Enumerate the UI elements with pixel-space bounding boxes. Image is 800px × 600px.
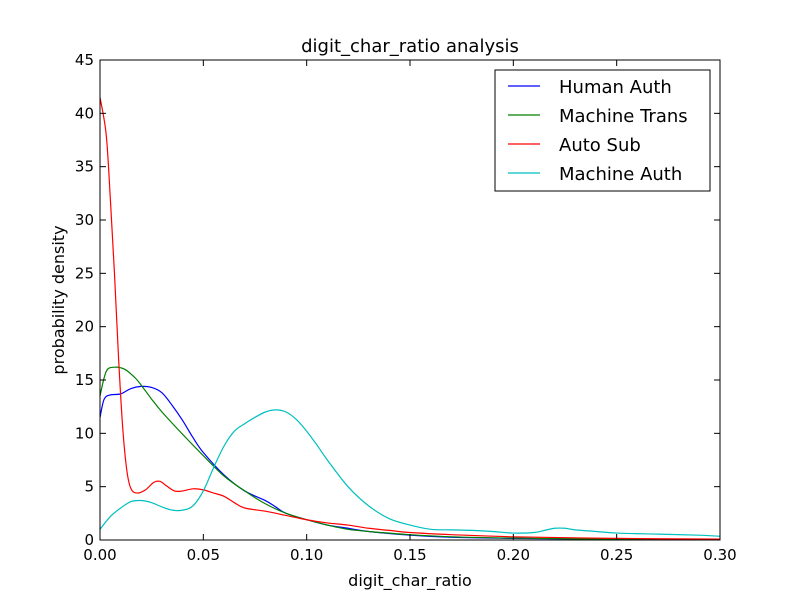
legend-label: Human Auth [559, 77, 672, 98]
y-axis: 0 5 10 15 20 25 30 35 40 45 [75, 51, 720, 549]
x-tick-label: 0.25 [600, 546, 633, 564]
legend-label: Auto Sub [559, 135, 641, 156]
y-tick-label: 45 [75, 51, 94, 69]
series-line-machine-trans [99, 366, 721, 541]
chart-title: digit_char_ratio analysis [301, 36, 519, 57]
x-tick-label: 0.30 [703, 546, 736, 564]
x-tick-label: 0.05 [187, 546, 220, 564]
y-tick-label: 30 [75, 211, 94, 229]
legend-label: Machine Trans [559, 106, 688, 127]
x-tick-label: 0.20 [497, 546, 530, 564]
y-axis-label: probability density [49, 225, 68, 374]
plot-series [99, 97, 721, 541]
y-tick-label: 5 [84, 478, 94, 496]
x-axis-label: digit_char_ratio [348, 571, 472, 591]
x-axis: 0.00 0.05 0.10 0.15 0.20 0.25 0.30 [83, 60, 737, 564]
x-tick-label: 0.10 [290, 546, 323, 564]
x-tick-label: 0.00 [83, 546, 116, 564]
y-tick-label: 0 [84, 531, 94, 549]
legend-frame [494, 69, 711, 192]
x-tick-label: 0.15 [393, 546, 426, 564]
series-line-machine-auth [99, 409, 721, 537]
y-tick-label: 35 [75, 158, 94, 176]
y-tick-label: 20 [75, 318, 94, 336]
y-tick-label: 10 [75, 424, 94, 442]
y-tick-label: 25 [75, 264, 94, 282]
legend-label: Machine Auth [559, 164, 682, 185]
y-tick-label: 15 [75, 371, 94, 389]
y-tick-label: 40 [75, 104, 94, 122]
legend: Human Auth Machine Trans Auto Sub Machine A… [494, 69, 711, 192]
